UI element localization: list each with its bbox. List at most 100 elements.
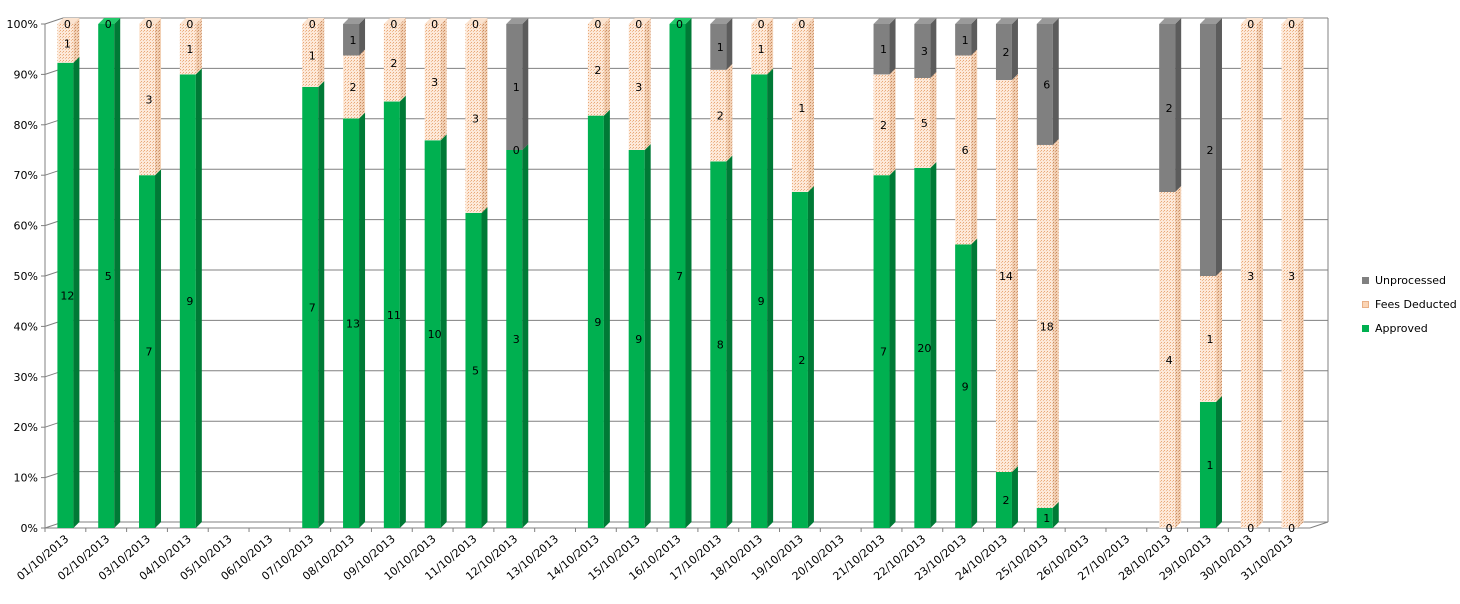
bar-fees-deducted bbox=[1281, 24, 1298, 528]
bar-unprocessed bbox=[914, 24, 931, 78]
data-label: 11 bbox=[387, 309, 401, 322]
data-label: 7 bbox=[880, 346, 887, 359]
data-label: 0 bbox=[105, 18, 112, 31]
bar-approved bbox=[139, 175, 156, 528]
data-label: 2 bbox=[880, 119, 887, 132]
bar-fees-deducted-side bbox=[1052, 138, 1059, 508]
bar-approved bbox=[1036, 507, 1053, 528]
y-tick-label: 90% bbox=[14, 68, 38, 81]
data-label: 2 bbox=[390, 57, 397, 70]
bar-unprocessed-side bbox=[1052, 18, 1059, 145]
data-label: 0 bbox=[1288, 522, 1295, 535]
data-label: 9 bbox=[186, 295, 193, 308]
data-label: 1 bbox=[513, 81, 520, 94]
data-label: 0 bbox=[64, 18, 71, 31]
bar-fees-deducted bbox=[751, 24, 768, 75]
bar-approved bbox=[506, 150, 523, 528]
y-tick-label: 100% bbox=[7, 18, 38, 31]
bar-approved-side bbox=[1011, 466, 1018, 528]
legend-swatch-fees-deducted bbox=[1362, 300, 1369, 308]
bar-unprocessed-top bbox=[710, 18, 733, 24]
bar-unprocessed bbox=[1159, 24, 1176, 192]
data-label: 0 bbox=[758, 18, 765, 31]
y-tick-label: 70% bbox=[14, 169, 38, 182]
data-label: 0 bbox=[798, 18, 805, 31]
data-label: 5 bbox=[472, 365, 479, 378]
data-label: 1 bbox=[758, 43, 765, 56]
data-label: 10 bbox=[428, 328, 442, 341]
bar-fees-deducted-side bbox=[481, 18, 488, 213]
bar-approved bbox=[873, 175, 890, 528]
legend-label: Fees Deducted bbox=[1375, 297, 1457, 311]
bar-unprocessed-top bbox=[506, 18, 529, 24]
bar-unprocessed bbox=[873, 24, 890, 75]
data-label: 3 bbox=[635, 81, 642, 94]
bar-fees-deducted-side bbox=[644, 18, 651, 150]
bar-unprocessed-side bbox=[1011, 18, 1018, 80]
data-label: 3 bbox=[513, 333, 520, 346]
bar-approved bbox=[465, 213, 482, 528]
bar-unprocessed-side bbox=[889, 18, 896, 75]
legend-item-approved: Approved bbox=[1362, 316, 1460, 340]
bar-approved bbox=[179, 74, 196, 529]
data-label: 2 bbox=[717, 110, 724, 123]
bar-unprocessed-top bbox=[995, 18, 1018, 24]
data-label: 14 bbox=[999, 270, 1013, 283]
bar-fees-deducted-top bbox=[302, 18, 325, 24]
bar-unprocessed bbox=[955, 24, 972, 56]
bar-unprocessed-side bbox=[971, 18, 978, 56]
bar-unprocessed-side bbox=[522, 18, 529, 150]
bar-unprocessed-side bbox=[930, 18, 937, 78]
data-label: 1 bbox=[1206, 333, 1213, 346]
data-label: 0 bbox=[390, 18, 397, 31]
bar-approved-side bbox=[726, 155, 733, 529]
data-label: 13 bbox=[346, 317, 360, 330]
bar-approved bbox=[424, 140, 441, 529]
bar-approved bbox=[710, 161, 727, 529]
bar-approved-side bbox=[522, 144, 529, 528]
bar-approved-side bbox=[73, 56, 80, 529]
bar-fees-deducted bbox=[1240, 24, 1257, 528]
bar-fees-deducted bbox=[57, 24, 74, 63]
data-label: 2 bbox=[1002, 46, 1009, 59]
data-label: 2 bbox=[1206, 144, 1213, 157]
bar-fees-deducted bbox=[628, 24, 645, 150]
bar-approved-side bbox=[318, 81, 325, 528]
bar-fees-deducted-top bbox=[383, 18, 406, 24]
bar-approved-top bbox=[669, 18, 692, 24]
data-label: 2 bbox=[1166, 102, 1173, 115]
bar-approved-top bbox=[98, 18, 121, 24]
data-label: 1 bbox=[717, 41, 724, 54]
data-label: 1 bbox=[798, 102, 805, 115]
legend-label: Approved bbox=[1375, 321, 1428, 335]
bar-fees-deducted bbox=[302, 24, 319, 87]
bar-fees-deducted bbox=[955, 55, 972, 245]
floor-right-edge bbox=[1309, 521, 1329, 529]
bar-fees-deducted-side bbox=[726, 63, 733, 162]
bar-fees-deducted bbox=[1199, 276, 1216, 402]
bar-fees-deducted-side bbox=[440, 18, 447, 141]
bar-approved-side bbox=[767, 68, 774, 529]
data-label: 3 bbox=[921, 45, 928, 58]
bar-approved-side bbox=[930, 162, 937, 528]
data-label: 2 bbox=[798, 354, 805, 367]
bar-fees-deducted-top bbox=[791, 18, 814, 24]
data-label: 0 bbox=[635, 18, 642, 31]
data-label: 5 bbox=[105, 270, 112, 283]
bar-fees-deducted-side bbox=[1297, 18, 1304, 528]
data-label: 0 bbox=[1288, 18, 1295, 31]
bar-fees-deducted bbox=[465, 24, 482, 213]
data-label: 3 bbox=[146, 94, 153, 107]
bar-approved bbox=[995, 472, 1012, 528]
bar-fees-deducted-top bbox=[465, 18, 488, 24]
bar-fees-deducted-side bbox=[1256, 18, 1263, 528]
data-label: 7 bbox=[309, 302, 316, 315]
bar-approved bbox=[98, 24, 115, 528]
bar-fees-deducted-side bbox=[73, 18, 80, 63]
bar-fees-deducted bbox=[1159, 192, 1176, 528]
bar-approved-side bbox=[1215, 396, 1222, 528]
data-label: 3 bbox=[1288, 270, 1295, 283]
bar-fees-deducted-top bbox=[139, 18, 162, 24]
